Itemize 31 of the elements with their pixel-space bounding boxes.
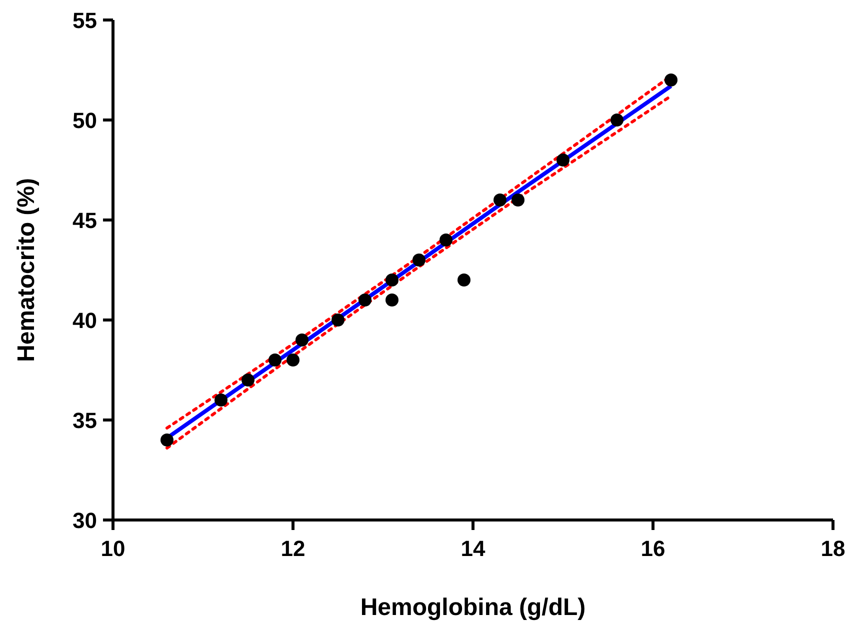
y-axis-title: Hematocrito (%) bbox=[13, 178, 40, 362]
point bbox=[610, 114, 624, 126]
point bbox=[440, 234, 452, 246]
x-axis-title: Hemoglobina (g/dL) bbox=[360, 594, 586, 621]
x-tick-label: 18 bbox=[820, 536, 846, 561]
x-tick-label: 12 bbox=[280, 536, 306, 561]
y-tick-label: 30 bbox=[72, 508, 97, 533]
y-tick-label: 35 bbox=[72, 408, 97, 433]
point bbox=[332, 314, 344, 326]
point bbox=[358, 294, 372, 306]
point bbox=[512, 194, 524, 206]
point bbox=[286, 354, 300, 366]
point bbox=[664, 74, 678, 86]
point bbox=[386, 294, 398, 306]
x-tick-label: 10 bbox=[100, 536, 126, 561]
y-tick-label: 40 bbox=[72, 308, 97, 333]
point bbox=[458, 274, 470, 286]
point bbox=[268, 354, 282, 366]
point bbox=[214, 394, 228, 406]
x-tick-label: 16 bbox=[640, 536, 666, 561]
x-tick-label: 14 bbox=[460, 536, 486, 561]
point bbox=[296, 334, 308, 346]
point bbox=[242, 374, 254, 386]
y-tick-label: 55 bbox=[72, 8, 97, 33]
point bbox=[494, 194, 506, 206]
point bbox=[412, 254, 426, 266]
point bbox=[386, 274, 398, 286]
y-tick-label: 45 bbox=[72, 208, 97, 233]
y-tick-label: 50 bbox=[72, 108, 97, 133]
point bbox=[556, 154, 570, 166]
point bbox=[160, 434, 174, 446]
